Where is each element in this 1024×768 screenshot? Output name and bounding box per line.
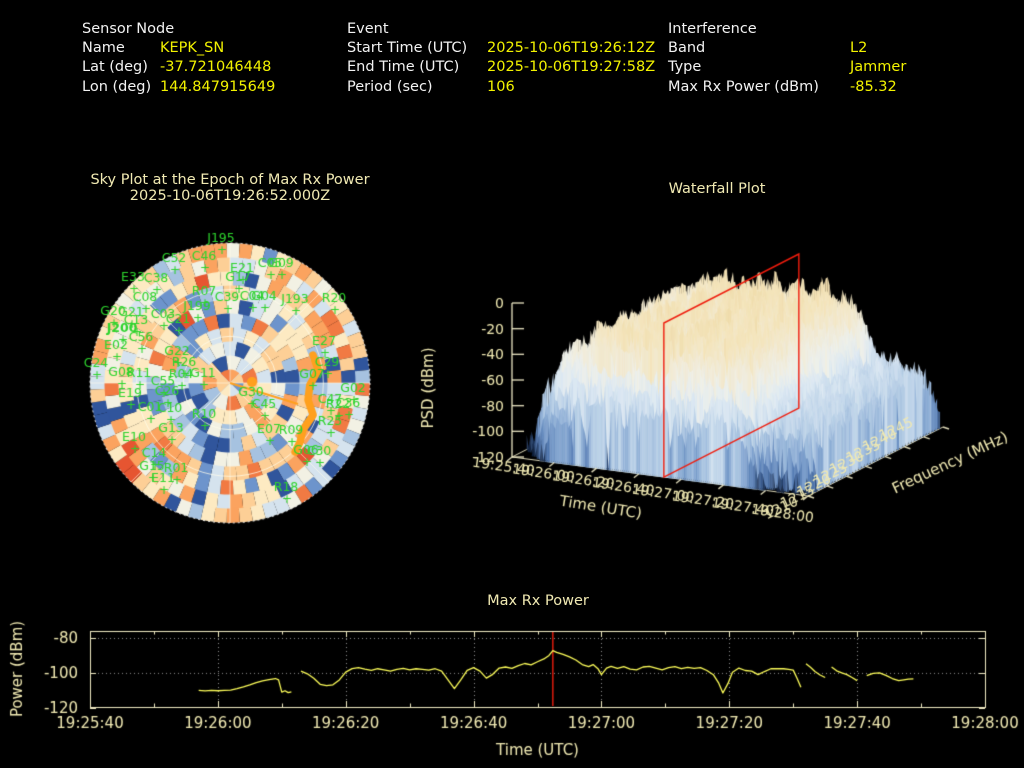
event-title: Event xyxy=(347,21,389,37)
event-start-label: Start Time (UTC) xyxy=(347,40,468,57)
sensor-name-row: Name KEPK_SN xyxy=(82,39,275,58)
interference-title: Interference xyxy=(668,21,757,37)
sensor-name-value: KEPK_SN xyxy=(160,40,225,57)
waterfall-plot-canvas xyxy=(410,230,1024,530)
sensor-lon-label: Lon (deg) xyxy=(82,78,152,95)
event-end-value: 2025-10-06T19:27:58Z xyxy=(487,59,656,76)
interference-panel: Interference Band L2 Type Jammer Max Rx … xyxy=(668,20,906,97)
event-period-value: 106 xyxy=(487,78,515,95)
event-period-row: Period (sec) 106 xyxy=(347,78,655,97)
event-start-value: 2025-10-06T19:26:12Z xyxy=(487,40,656,57)
sensor-lat-row: Lat (deg) -37.721046448 xyxy=(82,58,275,77)
event-period-label: Period (sec) xyxy=(347,78,433,95)
sensor-lon-value: 144.847915649 xyxy=(160,78,276,95)
sky-plot-title-line1: Sky Plot at the Epoch of Max Rx Power xyxy=(90,172,370,188)
event-panel: Event Start Time (UTC) 2025-10-06T19:26:… xyxy=(347,20,655,97)
sensor-node-title: Sensor Node xyxy=(82,21,175,37)
max-rx-power-canvas xyxy=(0,590,1024,768)
event-end-label: End Time (UTC) xyxy=(347,59,460,76)
sky-plot-title-line2: 2025-10-06T19:26:52.000Z xyxy=(129,188,331,204)
interference-band-value: L2 xyxy=(850,40,868,57)
interference-type-row: Type Jammer xyxy=(668,58,906,77)
interference-type-value: Jammer xyxy=(850,59,907,76)
interference-band-label: Band xyxy=(668,40,706,57)
interference-power-value: -85.32 xyxy=(850,78,897,95)
sensor-node-panel: Sensor Node Name KEPK_SN Lat (deg) -37.7… xyxy=(82,20,275,97)
interference-band-row: Band L2 xyxy=(668,39,906,58)
interference-power-label: Max Rx Power (dBm) xyxy=(668,78,819,95)
sensor-lat-value: -37.721046448 xyxy=(160,59,272,76)
event-end-row: End Time (UTC) 2025-10-06T19:27:58Z xyxy=(347,58,655,77)
sky-plot-title: Sky Plot at the Epoch of Max Rx Power 20… xyxy=(60,172,400,204)
sensor-lon-row: Lon (deg) 144.847915649 xyxy=(82,78,275,97)
event-start-row: Start Time (UTC) 2025-10-06T19:26:12Z xyxy=(347,39,655,58)
waterfall-plot-title: Waterfall Plot xyxy=(668,181,766,197)
interference-type-label: Type xyxy=(668,59,702,76)
sensor-lat-label: Lat (deg) xyxy=(82,59,148,76)
sensor-name-label: Name xyxy=(82,40,125,57)
sky-plot-canvas xyxy=(60,225,400,530)
interference-power-row: Max Rx Power (dBm) -85.32 xyxy=(668,78,906,97)
